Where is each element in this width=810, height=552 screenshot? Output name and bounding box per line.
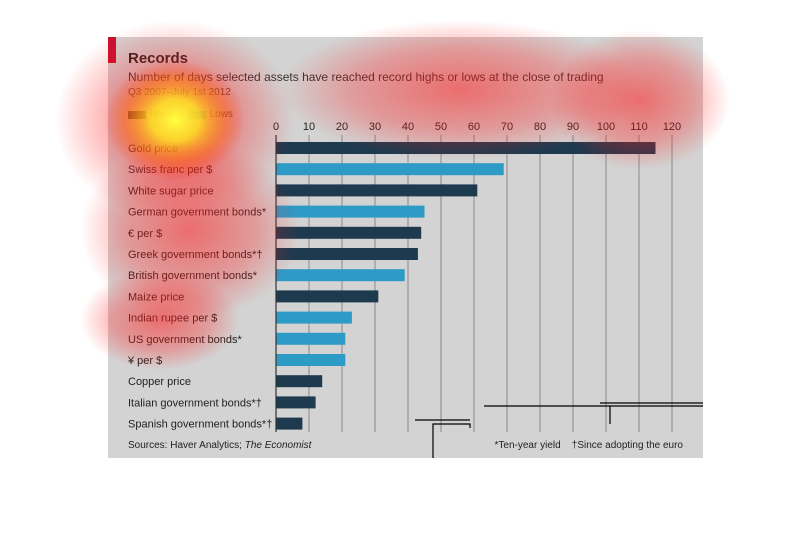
x-tick-label: 40 (402, 121, 414, 133)
footnote-yield: *Ten-year yield (494, 440, 561, 451)
bar (276, 311, 352, 324)
x-tick-label: 50 (435, 121, 447, 133)
category-label: Swiss franc per $ (128, 164, 212, 176)
footnote-euro: †Since adopting the euro (571, 440, 683, 451)
category-label: € per $ (128, 228, 162, 240)
x-tick-label: 60 (468, 121, 480, 133)
x-tick-label: 0 (273, 121, 279, 133)
x-tick-label: 120 (663, 121, 681, 133)
x-tick-label: 10 (303, 121, 315, 133)
bar (276, 248, 418, 260)
chart-panel: Records Number of days selected assets h… (108, 37, 703, 458)
source-prefix: Sources: Haver Analytics; (128, 440, 245, 451)
category-label: German government bonds* (128, 207, 267, 219)
bar (276, 142, 656, 154)
category-label: Copper price (128, 376, 191, 388)
category-label: US government bonds* (128, 334, 242, 346)
category-label: Greek government bonds*† (128, 249, 263, 261)
category-label: Indian rupee per $ (128, 313, 217, 325)
x-tick-label: 100 (597, 121, 615, 133)
bar (276, 290, 379, 303)
source-note: Sources: Haver Analytics; The Economist (128, 440, 311, 451)
x-tick-label: 20 (336, 121, 348, 133)
bar (276, 226, 422, 239)
footnotes: *Ten-year yield †Since adopting the euro (495, 440, 683, 451)
bar (276, 269, 405, 282)
bar (276, 417, 303, 430)
category-label: White sugar price (128, 185, 214, 197)
category-label: Spanish government bonds*† (128, 419, 272, 431)
x-tick-label: 110 (630, 121, 648, 133)
category-label: Gold price (128, 143, 178, 155)
bar (276, 163, 504, 176)
source-publication: The Economist (244, 440, 312, 451)
bar (276, 184, 478, 197)
x-tick-label: 80 (534, 121, 546, 133)
bar (276, 332, 346, 345)
x-tick-label: 30 (369, 121, 381, 133)
bar (276, 205, 425, 218)
category-label: ¥ per $ (127, 355, 162, 367)
x-tick-label: 70 (501, 121, 513, 133)
category-label: Italian government bonds*† (128, 397, 262, 409)
category-label: British government bonds* (128, 270, 258, 282)
x-tick-label: 90 (567, 121, 579, 133)
bar (276, 375, 323, 388)
bar (276, 396, 316, 409)
bar (276, 354, 346, 366)
category-label: Maize price (128, 291, 184, 303)
bar-chart: 0 10 20 30 40 50 60 70 80 90 100 110 120 Gold price Sw… (127, 121, 681, 432)
